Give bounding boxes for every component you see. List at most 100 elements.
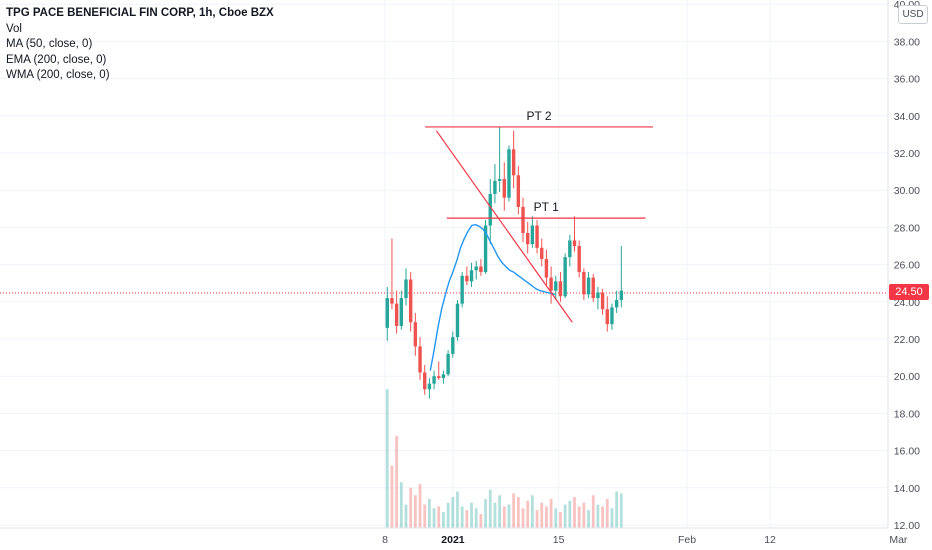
volume-bar xyxy=(526,500,530,528)
legend-vol[interactable]: Vol xyxy=(6,22,22,35)
candle-body xyxy=(614,299,619,308)
volume-bar xyxy=(615,491,619,528)
volume-bar xyxy=(516,497,520,528)
volume-bar xyxy=(554,508,558,528)
volume-bar xyxy=(545,506,548,528)
volume-bar xyxy=(446,502,450,528)
x-tick-label: 2021 xyxy=(441,534,465,546)
candle-body xyxy=(394,303,399,326)
candle-body xyxy=(600,292,605,310)
y-tick-label: 26.00 xyxy=(894,260,920,272)
volume-bar xyxy=(507,504,511,528)
candle-body xyxy=(511,149,516,176)
candle-body xyxy=(591,277,595,299)
candle-body xyxy=(563,257,567,297)
legend-ema[interactable]: EMA (200, close, 0) xyxy=(6,53,107,66)
volume-bar xyxy=(413,495,417,528)
candle-body xyxy=(460,275,464,304)
volume-bar xyxy=(568,500,572,528)
candle-body xyxy=(497,179,502,181)
candle-body xyxy=(390,298,394,304)
price-axis[interactable] xyxy=(888,0,932,528)
y-tick-label: 14.00 xyxy=(894,483,920,495)
volume-bar xyxy=(521,508,525,528)
volume-bar xyxy=(549,498,553,528)
candle-body xyxy=(474,266,478,271)
symbol-title[interactable]: TPG PACE BENEFICIAL FIN CORP, 1h, Cboe B… xyxy=(6,7,274,19)
y-tick-label: 16.00 xyxy=(894,446,920,458)
candle-body xyxy=(619,290,624,300)
volume-bars xyxy=(385,389,623,528)
candle-body xyxy=(535,225,539,248)
chart-legend: TPG PACE BENEFICIAL FIN CORP, 1h, Cboe B… xyxy=(6,6,274,84)
volume-bar xyxy=(535,510,539,528)
candle-body xyxy=(544,259,549,278)
volume-bar xyxy=(484,498,487,528)
x-tick-label: 8 xyxy=(382,534,388,546)
volume-bar xyxy=(390,465,394,528)
volume-bar xyxy=(409,487,413,528)
candle-body xyxy=(572,240,577,246)
volume-bar xyxy=(479,513,483,528)
y-tick-label: 28.00 xyxy=(894,222,920,234)
y-tick-label: 38.00 xyxy=(894,36,920,48)
volume-bar xyxy=(399,482,403,528)
candle-body xyxy=(404,279,408,299)
candle-body xyxy=(530,225,535,245)
volume-bar xyxy=(605,498,609,528)
volume-bar xyxy=(427,498,431,528)
volume-bar xyxy=(470,502,473,528)
candle-body xyxy=(437,376,441,379)
y-tick-label: 32.00 xyxy=(894,148,920,160)
candle-body xyxy=(455,303,460,338)
candle-body xyxy=(413,322,418,347)
x-tick-label: 12 xyxy=(764,534,776,546)
time-axis-ticks: 8 2021 15 Feb 12 Mar xyxy=(382,534,908,546)
volume-bar xyxy=(596,504,600,528)
volume-bar xyxy=(456,491,459,528)
time-axis[interactable] xyxy=(0,528,888,550)
candle-body xyxy=(549,277,553,291)
volume-bar xyxy=(418,484,422,528)
currency-button[interactable]: USD xyxy=(898,5,928,24)
candle-body xyxy=(385,298,389,328)
volume-bar xyxy=(395,435,399,528)
x-tick-label: Mar xyxy=(889,534,908,546)
volume-bar xyxy=(432,508,436,528)
price-axis-ticks: 12.0014.0016.0018.0020.0022.0024.0026.00… xyxy=(894,0,920,532)
candle-body xyxy=(540,247,544,260)
y-tick-label: 18.00 xyxy=(894,408,920,420)
candle-body xyxy=(554,281,558,291)
volume-bar xyxy=(577,506,581,528)
volume-bar xyxy=(488,489,492,528)
candle-body xyxy=(596,292,600,299)
last-price-badge: 24.50 xyxy=(889,284,929,300)
legend-wma[interactable]: WMA (200, close, 0) xyxy=(6,69,110,81)
volume-bar xyxy=(460,506,464,528)
trend-line xyxy=(435,130,573,323)
volume-bar xyxy=(573,497,576,528)
ma-50-line xyxy=(429,223,556,371)
candle-body xyxy=(493,180,497,194)
target-label-pt1: PT 1 xyxy=(534,200,559,214)
candle-body xyxy=(610,307,614,325)
volume-bar xyxy=(559,511,562,528)
y-tick-label: 22.00 xyxy=(894,334,920,346)
candle-body xyxy=(577,246,581,273)
y-tick-label: 12.00 xyxy=(894,520,920,532)
volume-bar xyxy=(591,495,595,528)
y-tick-label: 30.00 xyxy=(894,185,920,197)
volume-bar xyxy=(540,502,544,528)
legend-ma[interactable]: MA (50, close, 0) xyxy=(6,38,93,50)
candle-body xyxy=(427,383,432,390)
candle-body xyxy=(399,298,404,326)
candlesticks xyxy=(385,126,624,399)
volume-bar xyxy=(404,504,408,528)
candle-body xyxy=(446,353,450,375)
volume-bar xyxy=(512,493,516,528)
y-tick-label: 34.00 xyxy=(894,111,920,123)
volume-bar xyxy=(474,508,478,528)
volume-bar xyxy=(619,493,623,528)
drawings[interactable]: PT 2 PT 1 xyxy=(425,109,654,323)
